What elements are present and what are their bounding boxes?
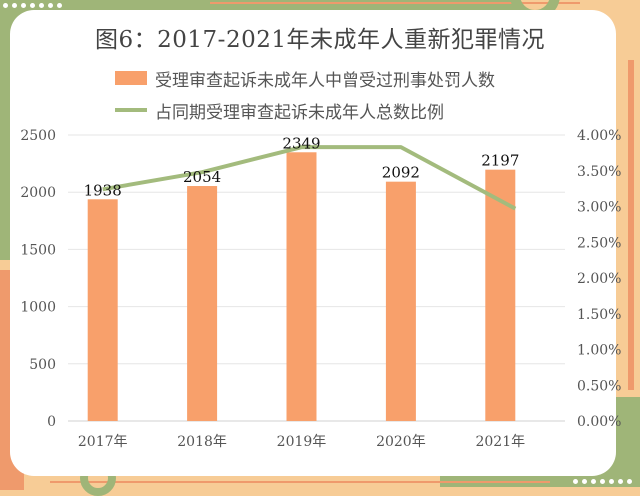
left-tick-label: 1000 [20,300,56,316]
ratio-polyline [102,145,517,211]
bars [87,152,516,421]
legend-line-label: 占同期受理审查起诉未成年人总数比例 [155,102,444,123]
left-tick-label: 2000 [20,185,56,201]
decor-dots [573,479,632,484]
left-tick-label: 0 [47,414,56,430]
left-tick-label: 500 [29,357,56,373]
bar [286,152,317,421]
right-tick-label: 1.50% [577,307,621,323]
bar-value-label: 2092 [382,164,420,182]
right-tick-label: 3.50% [577,164,621,180]
right-tick-label: 2.50% [577,235,621,251]
left-axis: 0 500 1000 1500 2000 2500 [20,128,56,430]
x-axis: 2017年 2018年 2019年 2020年 2021年 [78,434,525,450]
bar-swatch-icon [115,71,147,85]
right-tick-label: 0.50% [577,378,621,394]
legend-item-bar: 受理审查起诉未成年人中曾受过刑事处罚人数 [115,62,495,94]
bar-value-label: 1938 [84,181,122,199]
right-axis: 0.00% 0.50% 1.00% 1.50% 2.00% 2.50% 3.00% 3.50%… [577,128,621,430]
x-tick-label: 2019年 [277,434,327,450]
right-tick-label: 0.00% [577,414,621,430]
bar-value-label: 2054 [183,168,221,186]
bar-value-label: 2197 [481,152,519,170]
data-labels: 1938 2054 2349 2092 2197 [84,134,520,199]
legend-bar-label: 受理审查起诉未成年人中曾受过刑事处罚人数 [155,70,495,91]
x-tick-label: 2020年 [376,434,426,450]
x-tick-label: 2017年 [78,434,128,450]
left-tick-label: 1500 [20,242,56,258]
legend: 受理审查起诉未成年人中曾受过刑事处罚人数 占同期受理审查起诉未成年人总数比例 [115,62,495,126]
left-tick-label: 2500 [20,128,56,144]
bar [385,181,416,421]
chart-title: 图6：2017-2021年未成年人重新犯罪情况 [95,27,545,53]
bar-value-label: 2349 [282,134,320,152]
line-swatch-icon [115,108,147,112]
bar [187,186,218,421]
right-tick-label: 1.00% [577,343,621,359]
right-tick-label: 4.00% [577,128,621,144]
ratio-line [102,145,517,211]
x-tick-label: 2018年 [177,434,227,450]
right-tick-label: 2.00% [577,271,621,287]
bar [485,169,516,421]
legend-item-line: 占同期受理审查起诉未成年人总数比例 [115,94,495,126]
decor-dots [3,3,62,8]
x-tick-label: 2021年 [475,434,525,450]
decor-right-stripe [628,60,634,390]
right-tick-label: 3.00% [577,200,621,216]
bar [87,199,118,421]
